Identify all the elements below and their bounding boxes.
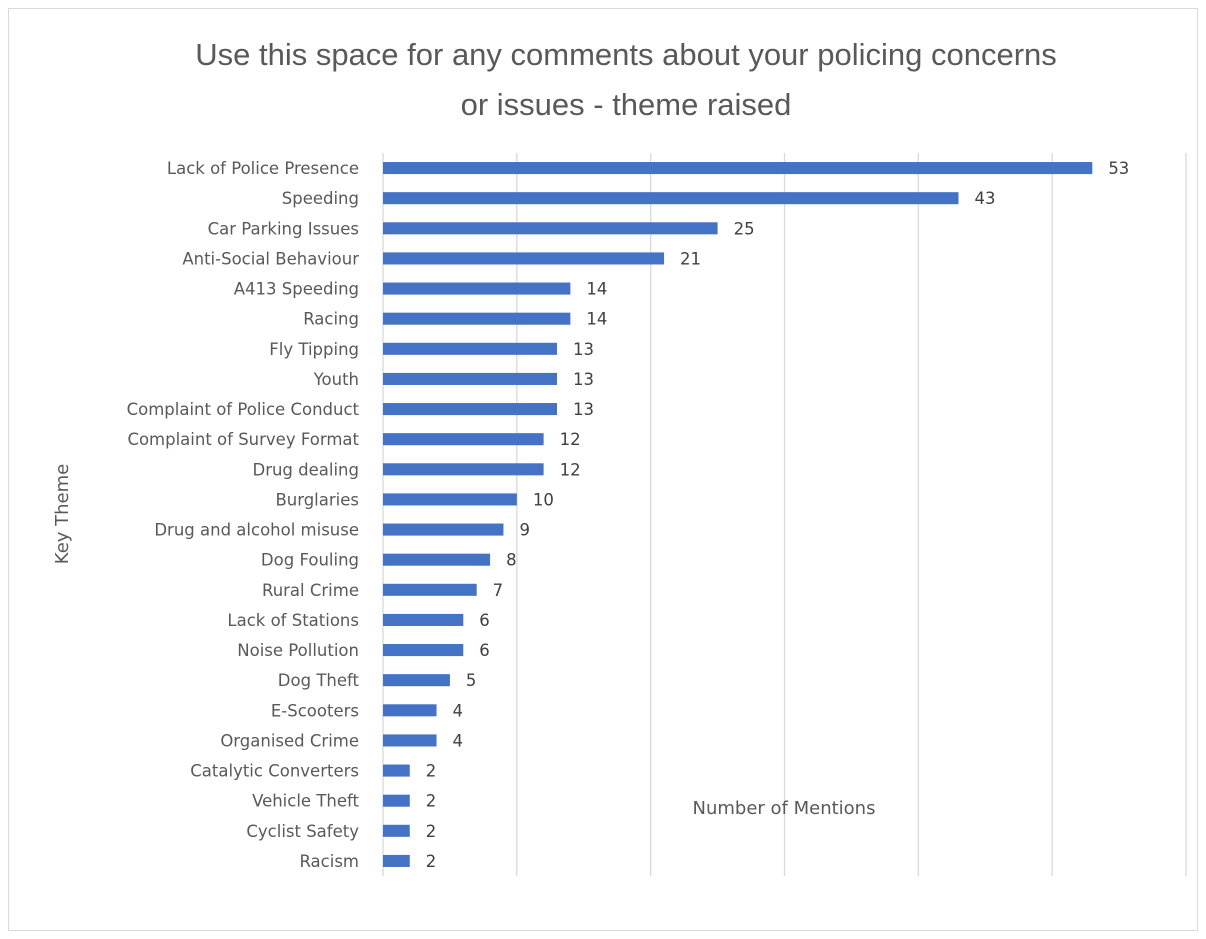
category-label: Complaint of Police Conduct <box>127 400 360 419</box>
data-label: 6 <box>479 641 490 660</box>
bar <box>383 734 437 747</box>
data-label: 7 <box>493 581 504 600</box>
data-label: 2 <box>426 852 437 871</box>
category-label: Cyclist Safety <box>246 822 359 841</box>
category-label: A413 Speeding <box>234 280 359 299</box>
category-label: Burglaries <box>275 490 359 509</box>
bar <box>383 854 410 867</box>
category-label: Lack of Stations <box>227 611 359 630</box>
data-label: 13 <box>573 400 594 419</box>
bar <box>383 252 665 265</box>
bar <box>383 824 410 837</box>
category-label: Rural Crime <box>262 581 359 600</box>
category-label: Catalytic Converters <box>190 762 359 781</box>
data-label: 13 <box>573 340 594 359</box>
category-label: Dog Theft <box>278 671 360 690</box>
data-label: 12 <box>560 430 581 449</box>
bar <box>383 433 544 446</box>
chart-title: Use this space for any comments about yo… <box>0 30 1206 130</box>
data-label: 2 <box>426 762 437 781</box>
category-label: Organised Crime <box>220 731 359 750</box>
category-label: Noise Pollution <box>237 641 359 660</box>
data-label: 14 <box>586 280 607 299</box>
category-label: Racism <box>299 852 359 871</box>
bars <box>383 162 1093 867</box>
bar <box>383 372 557 385</box>
bar <box>383 794 410 807</box>
bar <box>383 162 1093 175</box>
data-label: 4 <box>453 731 464 750</box>
bar <box>383 583 477 596</box>
data-label: 25 <box>734 219 755 238</box>
gridlines <box>382 153 1187 876</box>
data-label: 6 <box>479 611 490 630</box>
bar <box>383 493 517 506</box>
category-label: E-Scooters <box>271 701 359 720</box>
category-label: Drug and alcohol misuse <box>154 521 359 540</box>
data-label: 12 <box>560 460 581 479</box>
bar <box>383 192 959 205</box>
category-label: Vehicle Theft <box>252 792 359 811</box>
bar <box>383 704 437 717</box>
data-label: 53 <box>1108 159 1129 178</box>
category-label: Racing <box>303 310 359 329</box>
data-label: 43 <box>974 189 995 208</box>
data-label: 4 <box>453 701 464 720</box>
x-axis-title: Number of Mentions <box>693 798 876 819</box>
category-label: Drug dealing <box>252 460 359 479</box>
category-label: Fly Tipping <box>269 340 359 359</box>
bar <box>383 523 504 536</box>
category-label: Anti-Social Behaviour <box>182 249 359 268</box>
data-label: 9 <box>519 521 530 540</box>
data-label: 21 <box>680 249 701 268</box>
bar <box>383 463 544 476</box>
chart-title-line-2: or issues - theme raised <box>460 87 792 122</box>
bar <box>383 403 557 416</box>
bar <box>383 644 464 657</box>
category-label: Dog Fouling <box>261 551 359 570</box>
data-label: 5 <box>466 671 477 690</box>
chart-title-line-1: Use this space for any comments about yo… <box>195 37 1057 72</box>
category-label: Speeding <box>282 189 359 208</box>
data-label: 2 <box>426 792 437 811</box>
category-labels: Lack of Police Presence Speeding Car Parki… <box>127 159 360 871</box>
category-label: Car Parking Issues <box>208 219 359 238</box>
bar <box>383 553 491 566</box>
bar <box>383 764 410 777</box>
bar <box>383 282 571 295</box>
data-label: 10 <box>533 490 554 509</box>
data-label: 14 <box>586 310 607 329</box>
bar <box>383 613 464 626</box>
data-label: 8 <box>506 551 516 570</box>
bar <box>383 312 571 325</box>
category-label: Youth <box>313 370 359 389</box>
data-label: 13 <box>573 370 594 389</box>
bar <box>383 674 450 687</box>
category-label: Lack of Police Presence <box>167 159 359 178</box>
category-label: Complaint of Survey Format <box>127 430 359 449</box>
chart-frame <box>8 8 1198 931</box>
data-label: 2 <box>426 822 437 841</box>
bar <box>383 342 557 355</box>
bar <box>383 222 718 235</box>
y-axis-title: Key Theme <box>52 464 73 564</box>
